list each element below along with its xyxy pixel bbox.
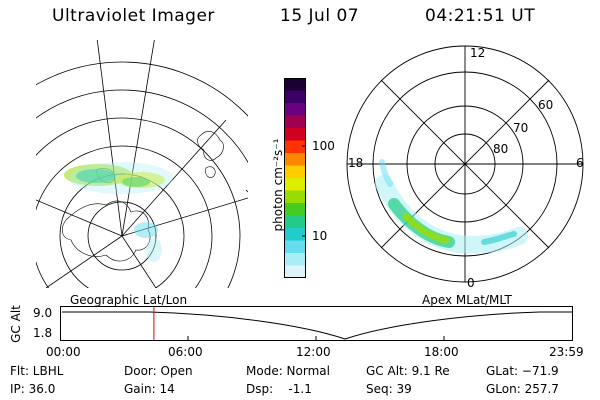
geo-lat-circle xyxy=(36,117,241,288)
colorbar-swatch xyxy=(284,78,306,91)
colorbar-swatch xyxy=(284,115,306,129)
coastlines xyxy=(62,131,224,262)
geo-aurora xyxy=(64,162,173,262)
mlt-label-0: 0 xyxy=(467,276,475,290)
colorbar-swatch xyxy=(284,165,306,179)
colorbar-swatch xyxy=(284,153,306,166)
timeline-tick-1200: 12:00 xyxy=(296,345,331,359)
mag-aurora xyxy=(375,159,528,254)
geo-meridian xyxy=(121,119,227,237)
gc-alt-axis-label: GC Alt xyxy=(9,305,23,343)
colorbar-swatch xyxy=(284,203,306,216)
altitude-timeline xyxy=(60,306,573,341)
geo-horizon xyxy=(245,189,248,193)
timeline-tick-0600: 06:00 xyxy=(168,345,203,359)
door-info: Door: Open xyxy=(124,364,193,378)
mlt-label-18: 18 xyxy=(348,156,364,170)
ip-info: IP: 36.0 xyxy=(10,382,56,396)
geo-lat-circle xyxy=(36,89,248,164)
colorbar-swatch xyxy=(284,128,306,141)
colorbar xyxy=(284,78,306,278)
filter-info: Flt: LBHL xyxy=(10,364,64,378)
date-label: 15 Jul 07 xyxy=(280,6,360,26)
colorbar-swatch xyxy=(284,140,306,154)
mlt-diagonal xyxy=(380,79,550,249)
mlat-label-80: 80 xyxy=(493,142,509,156)
geo-meridian xyxy=(121,40,155,237)
gain-info: Gain: 14 xyxy=(124,382,175,396)
gc-alt-info: GC Alt: 9.1 Re xyxy=(366,364,450,378)
gc-alt-tick-1.8: 1.8 xyxy=(33,326,53,340)
colorbar-swatch xyxy=(284,228,306,241)
mlt-label-6: 6 xyxy=(576,156,584,170)
timeline-tick-1800: 18:00 xyxy=(424,345,459,359)
mlt-label-12: 12 xyxy=(470,46,486,60)
colorbar-unit-label: photon cm⁻²s⁻¹ xyxy=(271,138,285,232)
colorbar-swatch xyxy=(284,240,306,254)
geo-lat-circle xyxy=(36,145,213,288)
colorbar-tick-100: 100 xyxy=(312,139,335,153)
altitude-curve xyxy=(62,311,572,340)
timeline-tick-2359: 23:59 xyxy=(549,345,584,359)
geo-meridian xyxy=(121,235,157,288)
colorbar-swatch xyxy=(284,253,306,266)
timeline-tick-0000: 00:00 xyxy=(46,345,81,359)
colorbar-swatch xyxy=(284,90,306,104)
instrument-title: Ultraviolet Imager xyxy=(52,6,215,26)
magnetic-polar-plot xyxy=(346,45,584,283)
geographic-map xyxy=(36,40,248,288)
colorbar-swatch xyxy=(284,190,306,204)
colorbar-swatch xyxy=(284,215,306,229)
glon-info: GLon: 257.7 xyxy=(486,382,559,396)
colorbar-swatch xyxy=(284,265,306,278)
time-label: 04:21:51 UT xyxy=(425,6,536,26)
geo-lat-circle xyxy=(36,61,248,117)
colorbar-swatch xyxy=(284,178,306,191)
mlat-label-60: 60 xyxy=(538,98,554,112)
colorbar-swatch xyxy=(284,103,306,116)
glat-info: GLat: −71.9 xyxy=(486,364,559,378)
mag-label: Apex MLat/MLT xyxy=(422,293,512,307)
mode-info: Mode: Normal xyxy=(246,364,330,378)
dsp-info: Dsp: -1.1 xyxy=(246,382,312,396)
geo-label: Geographic Lat/Lon xyxy=(70,293,188,307)
geo-meridian xyxy=(96,40,123,237)
seq-info: Seq: 39 xyxy=(366,382,412,396)
mlat-label-70: 70 xyxy=(513,121,529,135)
geo-meridian xyxy=(45,235,123,288)
gc-alt-tick-9: 9.0 xyxy=(33,306,53,320)
colorbar-tick-10: 10 xyxy=(312,229,328,243)
geo-meridian xyxy=(36,199,123,237)
